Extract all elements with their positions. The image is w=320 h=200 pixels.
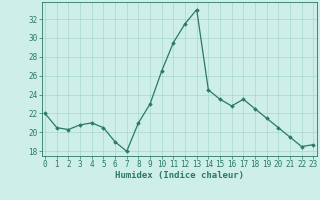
X-axis label: Humidex (Indice chaleur): Humidex (Indice chaleur) [115, 171, 244, 180]
